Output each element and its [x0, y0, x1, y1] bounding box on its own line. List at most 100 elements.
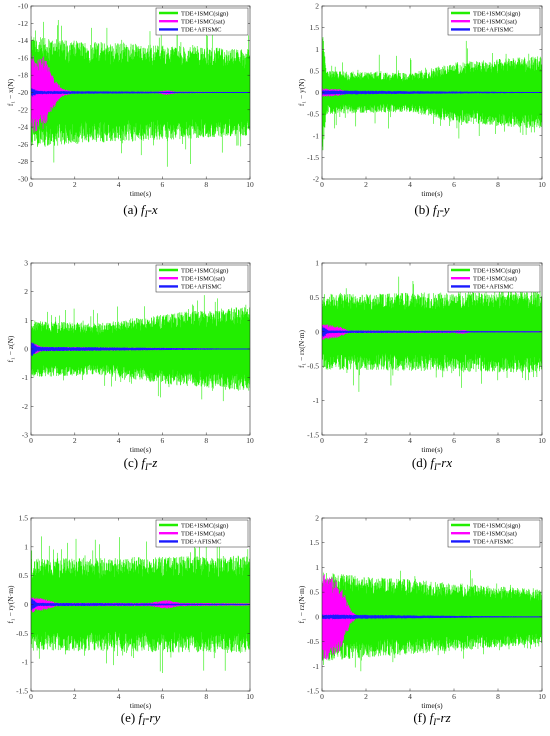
caption: (e) fI-ry: [121, 710, 161, 727]
x-axis-label: time(s): [130, 445, 152, 454]
y-tick-label: -30: [18, 175, 28, 184]
legend-entry: TDE+ISMC(sat): [473, 19, 517, 26]
legend-entry: TDE+ISMC(sat): [473, 531, 517, 538]
y-tick-label: -3: [22, 431, 28, 440]
x-tick-label: 8: [204, 180, 208, 189]
y-tick-label: 0.5: [19, 571, 29, 580]
x-tick-label: 0: [29, 436, 33, 445]
caption-tag: (f): [413, 710, 429, 725]
y-tick-label: -0.5: [307, 362, 319, 371]
legend: TDE+ISMC(sign) TDE+ISMC(sat)TDE+AFISMC: [155, 7, 249, 36]
y-tick-label: -1: [313, 131, 319, 140]
legend-entry: TDE+AFISMC: [473, 27, 514, 34]
legend-entry: TDE+ISMC(sign): [181, 10, 228, 17]
y-tick-label: -1: [22, 658, 28, 667]
x-tick-label: 4: [117, 436, 121, 445]
legend-entry: TDE+ISMC(sat): [181, 276, 225, 283]
caption-suffix: -rz: [436, 710, 450, 725]
caption-symbol: f: [430, 455, 436, 470]
caption-symbol: f: [430, 710, 436, 725]
caption-suffix: -z: [148, 455, 157, 470]
y-tick-label: 3: [24, 259, 28, 268]
plot-series: [322, 37, 542, 151]
caption-symbol: f: [141, 202, 147, 217]
y-tick-label: 0: [24, 600, 28, 609]
y-tick-label: -0.5: [16, 629, 28, 638]
legend-entry: TDE+ISMC(sign): [181, 522, 228, 529]
x-tick-label: 10: [538, 180, 546, 189]
x-axis-label: time(s): [130, 701, 152, 710]
legend-entry: TDE+AFISMC: [181, 284, 222, 291]
plot-series: [31, 20, 250, 167]
caption: (c) fI-z: [124, 455, 158, 472]
y-tick-label: -1: [313, 662, 319, 671]
x-tick-label: 4: [117, 180, 121, 189]
y-axis-label: f₁ − z(N): [6, 335, 15, 362]
caption-tag: (c): [124, 455, 142, 470]
chart-f: 0 2 4 6 8 10 -1.5 -1 -0.5 0 0.5 1 1.5 2 time(s) f₁ − rz…: [297, 514, 546, 728]
x-tick-label: 2: [73, 180, 77, 189]
y-tick-label: -22: [18, 105, 28, 114]
y-tick-label: -28: [18, 157, 28, 166]
legend-entry: TDE+ISMC(sign): [473, 522, 520, 529]
y-tick-label: -0.5: [307, 110, 319, 119]
x-tick-label: 4: [408, 436, 412, 445]
legend: TDE+ISMC(sign) TDE+ISMC(sat)TDE+AFISMC: [155, 519, 249, 548]
legend-entry: TDE+ISMC(sat): [473, 276, 517, 283]
legend: TDE+ISMC(sign) TDE+ISMC(sat)TDE+AFISMC: [447, 519, 541, 548]
legend-entry: TDE+AFISMC: [473, 539, 514, 546]
x-tick-label: 8: [496, 180, 500, 189]
x-tick-label: 4: [117, 692, 121, 701]
x-tick-label: 6: [161, 692, 165, 701]
caption-subscript: I: [144, 209, 149, 219]
legend-entry: TDE+ISMC(sat): [181, 531, 225, 538]
y-axis-label: f₁ − ry(N·m): [6, 585, 15, 624]
x-tick-label: 2: [73, 692, 77, 701]
caption: (f) fI-rz: [413, 710, 450, 727]
caption-tag: (b): [414, 202, 432, 217]
x-tick-label: 2: [73, 436, 77, 445]
x-tick-label: 4: [408, 692, 412, 701]
plot-series: [31, 295, 250, 402]
plot-series: [322, 570, 542, 672]
legend-entry: TDE+AFISMC: [181, 539, 222, 546]
y-tick-label: 2: [315, 514, 319, 523]
y-tick-label: 2: [24, 287, 28, 296]
caption-tag: (a): [123, 202, 141, 217]
caption-symbol: f: [141, 455, 147, 470]
y-tick-label: 1.5: [19, 514, 29, 523]
y-tick-label: -10: [18, 2, 28, 11]
x-tick-label: 2: [364, 436, 368, 445]
caption-subscript: I: [144, 462, 149, 472]
y-tick-label: -2: [22, 402, 28, 411]
y-tick-label: 1: [315, 45, 319, 54]
x-tick-label: 8: [204, 692, 208, 701]
y-tick-label: -1.5: [307, 153, 319, 162]
caption-tag: (d): [412, 455, 430, 470]
y-tick-label: 0: [24, 345, 28, 354]
y-tick-label: 0.5: [310, 293, 320, 302]
y-tick-label: -1.5: [307, 431, 319, 440]
caption-suffix: -y: [439, 202, 449, 217]
legend-entry: TDE+ISMC(sign): [473, 267, 520, 274]
x-tick-label: 0: [320, 436, 324, 445]
y-tick-label: -24: [18, 123, 28, 132]
y-tick-label: -12: [18, 19, 28, 28]
chart-d: 0 2 4 6 8 10 -1.5 -1 -0.5 0 0.5 1 time(s) f₁ − rx(N·m…: [297, 259, 546, 473]
y-tick-label: -1.5: [307, 687, 319, 696]
legend: TDE+ISMC(sign) TDE+ISMC(sat)TDE+AFISMC: [447, 7, 541, 36]
y-tick-label: 1: [315, 563, 319, 572]
caption: (b) fI-y: [414, 202, 449, 219]
x-tick-label: 8: [204, 436, 208, 445]
x-tick-label: 10: [538, 692, 546, 701]
x-tick-label: 6: [452, 180, 456, 189]
y-tick-label: 1.5: [310, 23, 320, 32]
x-tick-label: 2: [364, 180, 368, 189]
x-tick-label: 10: [246, 692, 254, 701]
x-tick-label: 6: [452, 692, 456, 701]
y-axis-label: f₁ − x(N): [6, 78, 15, 106]
y-tick-label: -26: [18, 140, 28, 149]
plot-series: [31, 534, 250, 674]
x-tick-label: 0: [320, 180, 324, 189]
x-axis-label: time(s): [421, 189, 443, 198]
